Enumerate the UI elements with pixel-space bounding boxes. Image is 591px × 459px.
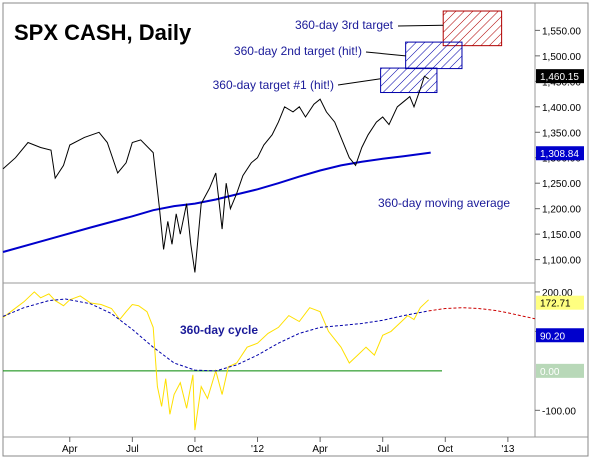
price-y-tick-label: 1,100.00 — [542, 256, 581, 267]
price-y-tick-label: 1,500.00 — [542, 52, 581, 63]
oscillator-y-tick-label: -100.00 — [542, 406, 576, 417]
x-tick-label: Oct — [187, 444, 203, 455]
oscillator-y-tick-label: 200.00 — [542, 288, 573, 299]
x-tick-label: '12 — [251, 444, 264, 455]
x-tick-label: Oct — [438, 444, 454, 455]
cycle-label: 360-day cycle — [180, 323, 258, 337]
zero-value-box: 0.00 — [540, 367, 560, 378]
series-layer — [2, 75, 536, 431]
target-label: 360-day target #1 (hit!) — [213, 78, 334, 92]
target-zone-2 — [405, 41, 463, 70]
price-y-tick-label: 1,550.00 — [542, 26, 581, 37]
oscillator-value-box-bg — [536, 295, 584, 310]
price-y-tick-label: 1,250.00 — [542, 179, 581, 190]
x-tick-label: Apr — [312, 444, 328, 455]
x-tick-label: Apr — [62, 444, 78, 455]
target-leader-line — [337, 78, 381, 86]
last-price-box-bg — [536, 69, 584, 84]
x-tick-label: Jul — [376, 444, 389, 455]
cycle-line — [2, 298, 429, 372]
moving-average-box-bg — [536, 146, 584, 161]
x-axis: Apr Jul Oct '12 Apr Jul Oct '13 — [62, 437, 515, 455]
x-tick-label: '13 — [501, 444, 514, 455]
moving-average-box: 1,308.84 — [540, 149, 579, 160]
cycle-projection-line — [428, 307, 536, 320]
moving-average-line — [2, 151, 431, 253]
target-zone-3 — [380, 67, 438, 94]
oscillator-line — [2, 291, 429, 431]
last-price-box: 1,460.15 — [540, 72, 579, 83]
target-zones — [380, 10, 503, 94]
annotations: 360-day 3rd target 360-day 2nd target (hi… — [180, 18, 510, 337]
chart-title: SPX CASH, Daily — [14, 20, 192, 45]
value-boxes: 1,460.15 1,308.84 172.71 90.20 0.00 — [536, 69, 584, 378]
target-leader-line — [397, 24, 444, 27]
price-y-tick-label: 1,350.00 — [542, 128, 581, 139]
cycle-value-box-bg — [536, 328, 584, 343]
zero-value-box-bg — [536, 363, 584, 378]
price-y-tick-label: 1,150.00 — [542, 230, 581, 241]
target-zone-1 — [442, 10, 503, 47]
oscillator-value-box: 172.71 — [540, 299, 571, 310]
target-label: 360-day 3rd target — [295, 18, 394, 32]
target-label: 360-day 2nd target (hit!) — [234, 44, 362, 58]
moving-average-label: 360-day moving average — [378, 196, 510, 210]
price-y-tick-label: 1,400.00 — [542, 103, 581, 114]
cycle-value-box: 90.20 — [540, 331, 565, 342]
target-leader-line — [365, 51, 406, 57]
price-y-tick-label: 1,200.00 — [542, 205, 581, 216]
x-tick-label: Jul — [126, 444, 139, 455]
price-line — [2, 75, 429, 273]
